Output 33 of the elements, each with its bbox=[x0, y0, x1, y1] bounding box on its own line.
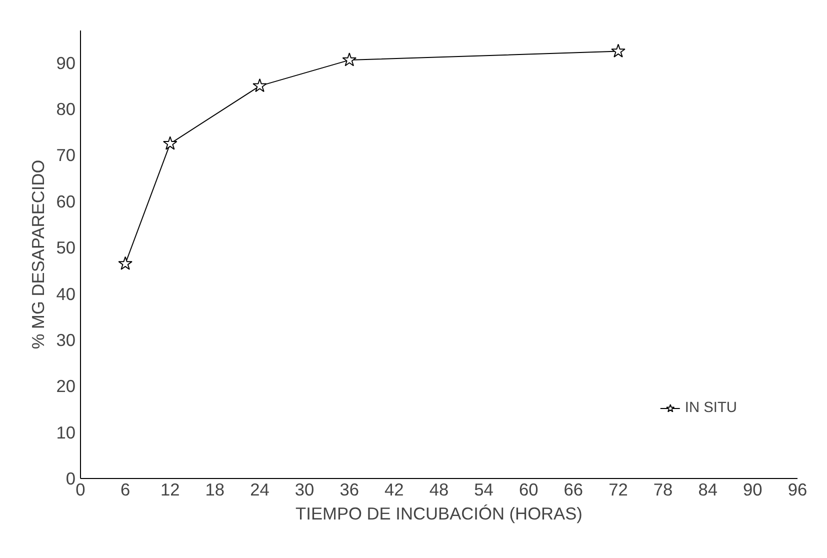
x-tick-label: 36 bbox=[340, 480, 360, 500]
point bbox=[162, 136, 178, 150]
legend-label: IN SITU bbox=[684, 400, 737, 416]
x-tick-label: 18 bbox=[205, 480, 225, 500]
x-tick-label: 90 bbox=[743, 480, 762, 500]
y-tick-label: 50 bbox=[56, 238, 76, 258]
x-tick-label: 60 bbox=[518, 480, 538, 500]
x-axis-title: TIEMPO DE INCUBACIÓN (HORAS) bbox=[296, 504, 582, 524]
x-tick-label: 96 bbox=[788, 480, 808, 500]
y-tick-label: 80 bbox=[56, 99, 76, 120]
point bbox=[252, 78, 267, 92]
y-tick-label: 60 bbox=[56, 191, 76, 212]
x-tick-label: 24 bbox=[250, 480, 270, 500]
point bbox=[611, 44, 626, 58]
point bbox=[118, 256, 132, 270]
y-tick-label: 70 bbox=[56, 145, 76, 166]
y-tick-label: 30 bbox=[56, 330, 76, 350]
y-tick-label: 10 bbox=[56, 422, 76, 442]
x-tick-label: 48 bbox=[429, 480, 449, 500]
y-tick-label: 90 bbox=[56, 52, 76, 73]
x-tick-label: 54 bbox=[474, 480, 494, 500]
y-tick-label: 20 bbox=[56, 376, 76, 396]
y-axis-title: % MG DESAPARECIDO bbox=[28, 160, 48, 350]
x-tick-label: 12 bbox=[160, 480, 180, 500]
y-tick-label: 40 bbox=[56, 284, 76, 304]
x-tick-label: 78 bbox=[653, 480, 673, 500]
x-tick-label: 66 bbox=[564, 480, 584, 500]
x-tick-label: 42 bbox=[384, 480, 404, 500]
x-tick-label: 84 bbox=[698, 480, 718, 500]
x-tick-label: 6 bbox=[120, 480, 130, 500]
x-tick-label: 72 bbox=[608, 480, 628, 500]
x-tick-label: 30 bbox=[294, 480, 314, 500]
point bbox=[342, 52, 357, 66]
